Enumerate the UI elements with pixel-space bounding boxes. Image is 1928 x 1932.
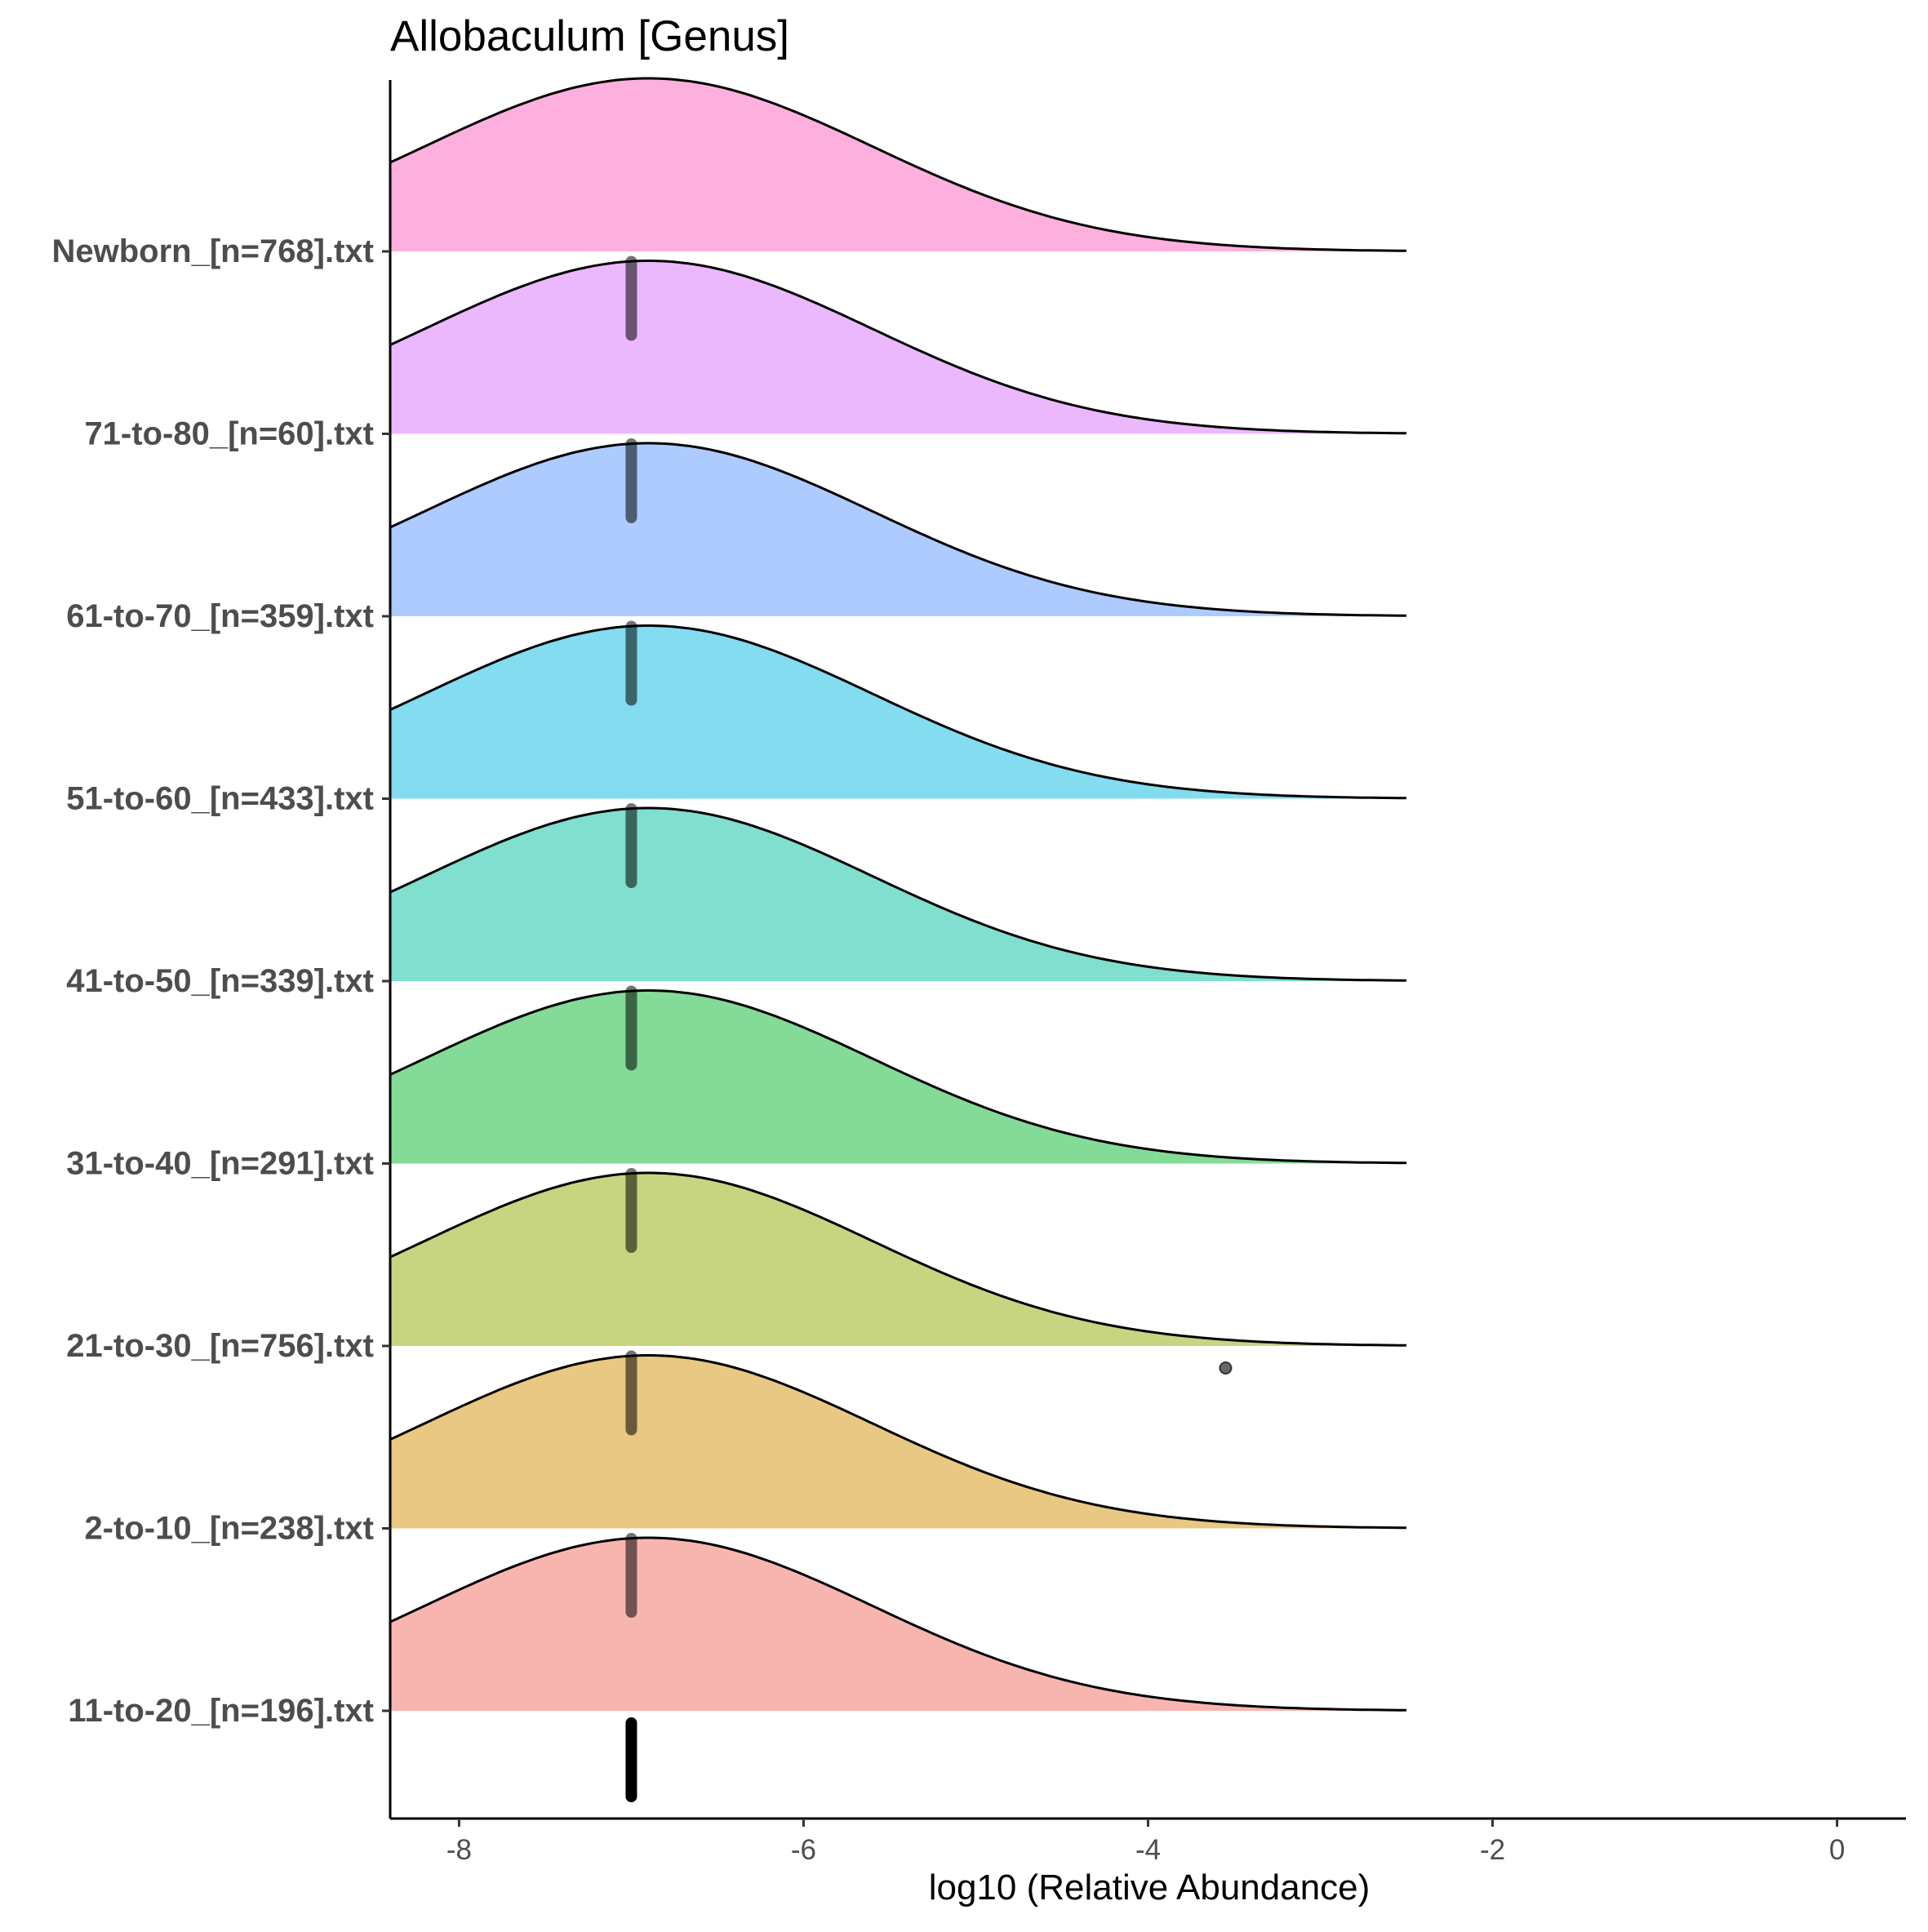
ridge-outline-7 xyxy=(389,260,1407,435)
y-tick-label-1: 2-to-10_[n=238].txt xyxy=(84,1511,374,1547)
ridge-fill-1 xyxy=(390,1355,1407,1529)
ridge-fill-6 xyxy=(390,443,1407,616)
ridge-fill-3 xyxy=(390,990,1407,1164)
y-tick-label-6: 61-to-70_[n=359].txt xyxy=(66,598,374,634)
y-tick-label-2: 21-to-30_[n=756].txt xyxy=(66,1328,374,1364)
x-axis-title: log10 (Relative Abundance) xyxy=(929,1868,1370,1908)
ridge-fill-0 xyxy=(390,1538,1407,1711)
ridge-fill-5 xyxy=(390,625,1407,799)
ridge-outline-5 xyxy=(389,624,1407,800)
ridge-fill-2 xyxy=(390,1173,1407,1346)
ridge-fill-7 xyxy=(390,260,1407,434)
y-tick-label-0: 11-to-20_[n=196].txt xyxy=(68,1693,374,1729)
ridge-outline-8 xyxy=(389,77,1407,252)
chart-title: Allobaculum [Genus] xyxy=(390,12,789,60)
x-tick-label-0: -8 xyxy=(446,1834,472,1866)
y-tick-label-4: 41-to-50_[n=339].txt xyxy=(66,963,374,999)
y-tick-label-8: Newborn_[n=768].txt xyxy=(51,233,374,269)
data-points xyxy=(1219,1361,1233,1375)
ridge-outline-1 xyxy=(389,1354,1407,1530)
x-tick-label-3: -2 xyxy=(1480,1834,1505,1866)
y-axis: 11-to-20_[n=196].txt 2-to-10_[n=238].txt 2… xyxy=(51,80,392,1819)
x-tick-label-1: -6 xyxy=(791,1834,816,1866)
ridge-outline-4 xyxy=(389,806,1407,982)
ridges xyxy=(389,77,1407,1802)
ridge-outline-2 xyxy=(389,1171,1407,1347)
y-tick-label-7: 71-to-80_[n=60].txt xyxy=(84,416,374,452)
x-tick-label-2: -4 xyxy=(1135,1834,1161,1866)
x-axis: -8 -6 -4 -2 0 xyxy=(390,1817,1906,1866)
ridge-fill-8 xyxy=(390,78,1407,251)
ridge-outline-6 xyxy=(389,442,1407,617)
ridge-fill-4 xyxy=(390,808,1407,981)
ridge-outline-0 xyxy=(389,1536,1407,1712)
ridge-outline-3 xyxy=(389,989,1407,1165)
outlier-point-1-1 xyxy=(1219,1361,1233,1375)
x-tick-label-4: 0 xyxy=(1829,1834,1845,1866)
y-tick-label-3: 31-to-40_[n=291].txt xyxy=(66,1146,374,1182)
y-tick-label-5: 51-to-60_[n=433].txt xyxy=(66,781,374,817)
